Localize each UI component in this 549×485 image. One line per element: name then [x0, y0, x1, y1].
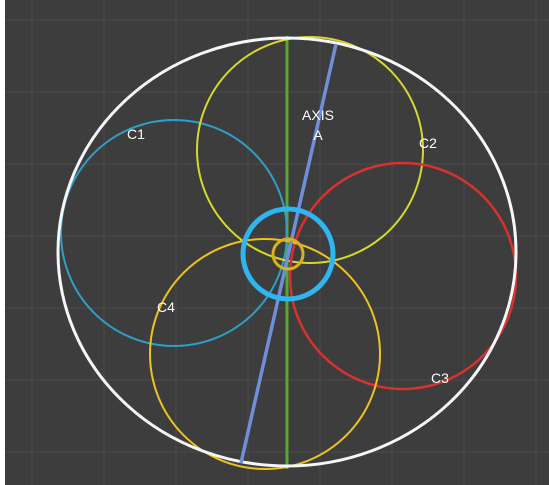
label-axis-line1: AXIS — [302, 107, 334, 123]
center-ring — [240, 206, 336, 302]
circle-c4 — [149, 238, 381, 470]
label-c4: C4 — [157, 299, 175, 315]
background-left-strip — [0, 0, 5, 485]
outer-circle — [56, 36, 518, 468]
label-c1: C1 — [127, 126, 145, 142]
grid — [5, 0, 549, 485]
circle-c2 — [196, 36, 424, 264]
circle-c1 — [60, 119, 288, 347]
center-small-ring — [271, 237, 305, 271]
label-axis-line2: A — [313, 127, 323, 143]
label-c2: C2 — [419, 135, 437, 151]
label-c3: C3 — [431, 370, 449, 386]
axis-a-line — [239, 43, 338, 464]
